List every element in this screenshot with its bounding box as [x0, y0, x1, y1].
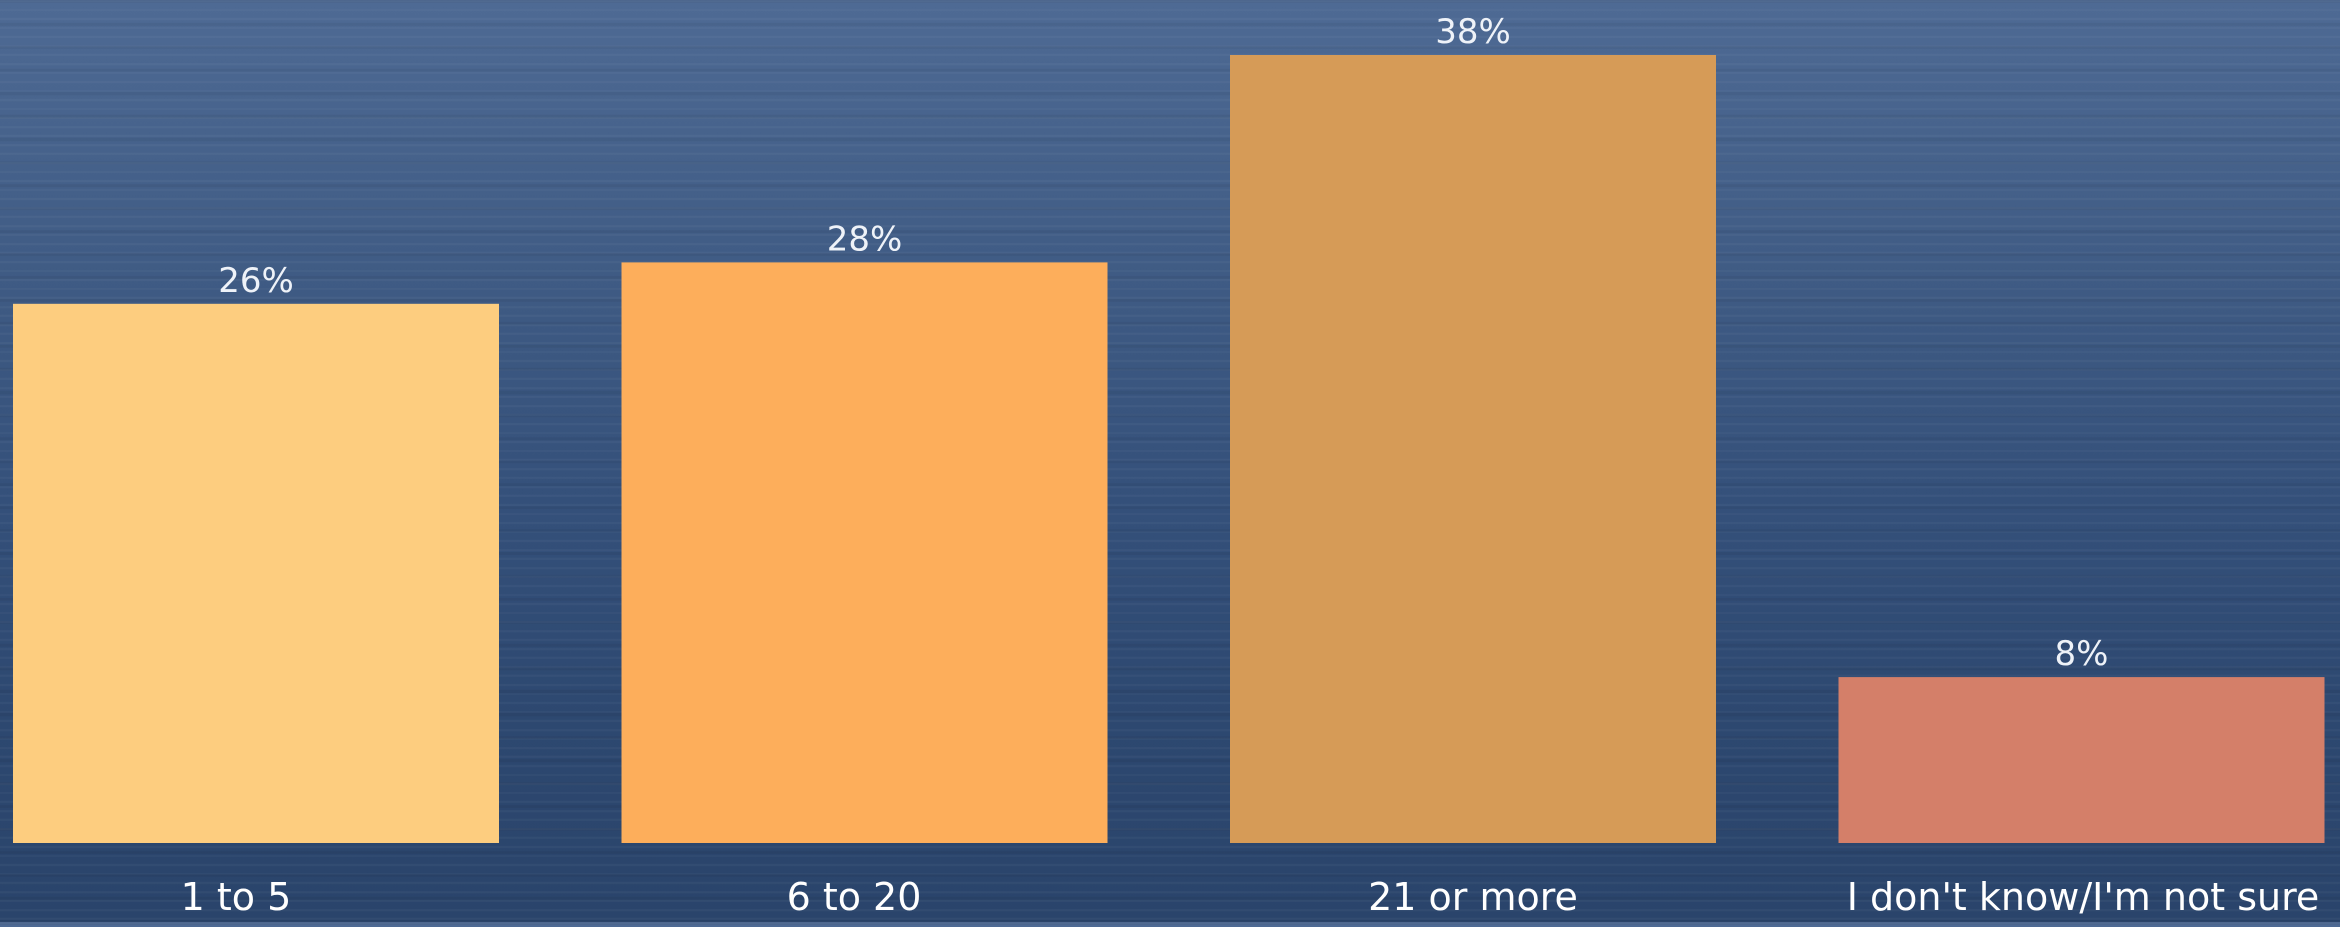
value-label-1: 26%	[218, 261, 294, 301]
category-label-3: 21 or more	[1368, 875, 1578, 919]
category-labels-layer: 1 to 5 6 to 20 21 or more I don't know/I'm …	[181, 875, 2320, 919]
bar-4	[1838, 677, 2325, 843]
category-label-2: 6 to 20	[787, 875, 922, 919]
value-labels-layer: 26% 28% 38% 8%	[218, 12, 2108, 674]
bars-layer	[13, 55, 2325, 843]
category-label-4: I don't know/I'm not sure	[1847, 875, 2320, 919]
value-label-4: 8%	[2055, 634, 2109, 674]
bar-1	[13, 303, 499, 843]
value-label-2: 28%	[827, 219, 903, 259]
category-label-1: 1 to 5	[181, 875, 292, 919]
bar-2	[621, 262, 1108, 843]
bar-3	[1230, 55, 1716, 843]
value-label-3: 38%	[1435, 12, 1511, 52]
